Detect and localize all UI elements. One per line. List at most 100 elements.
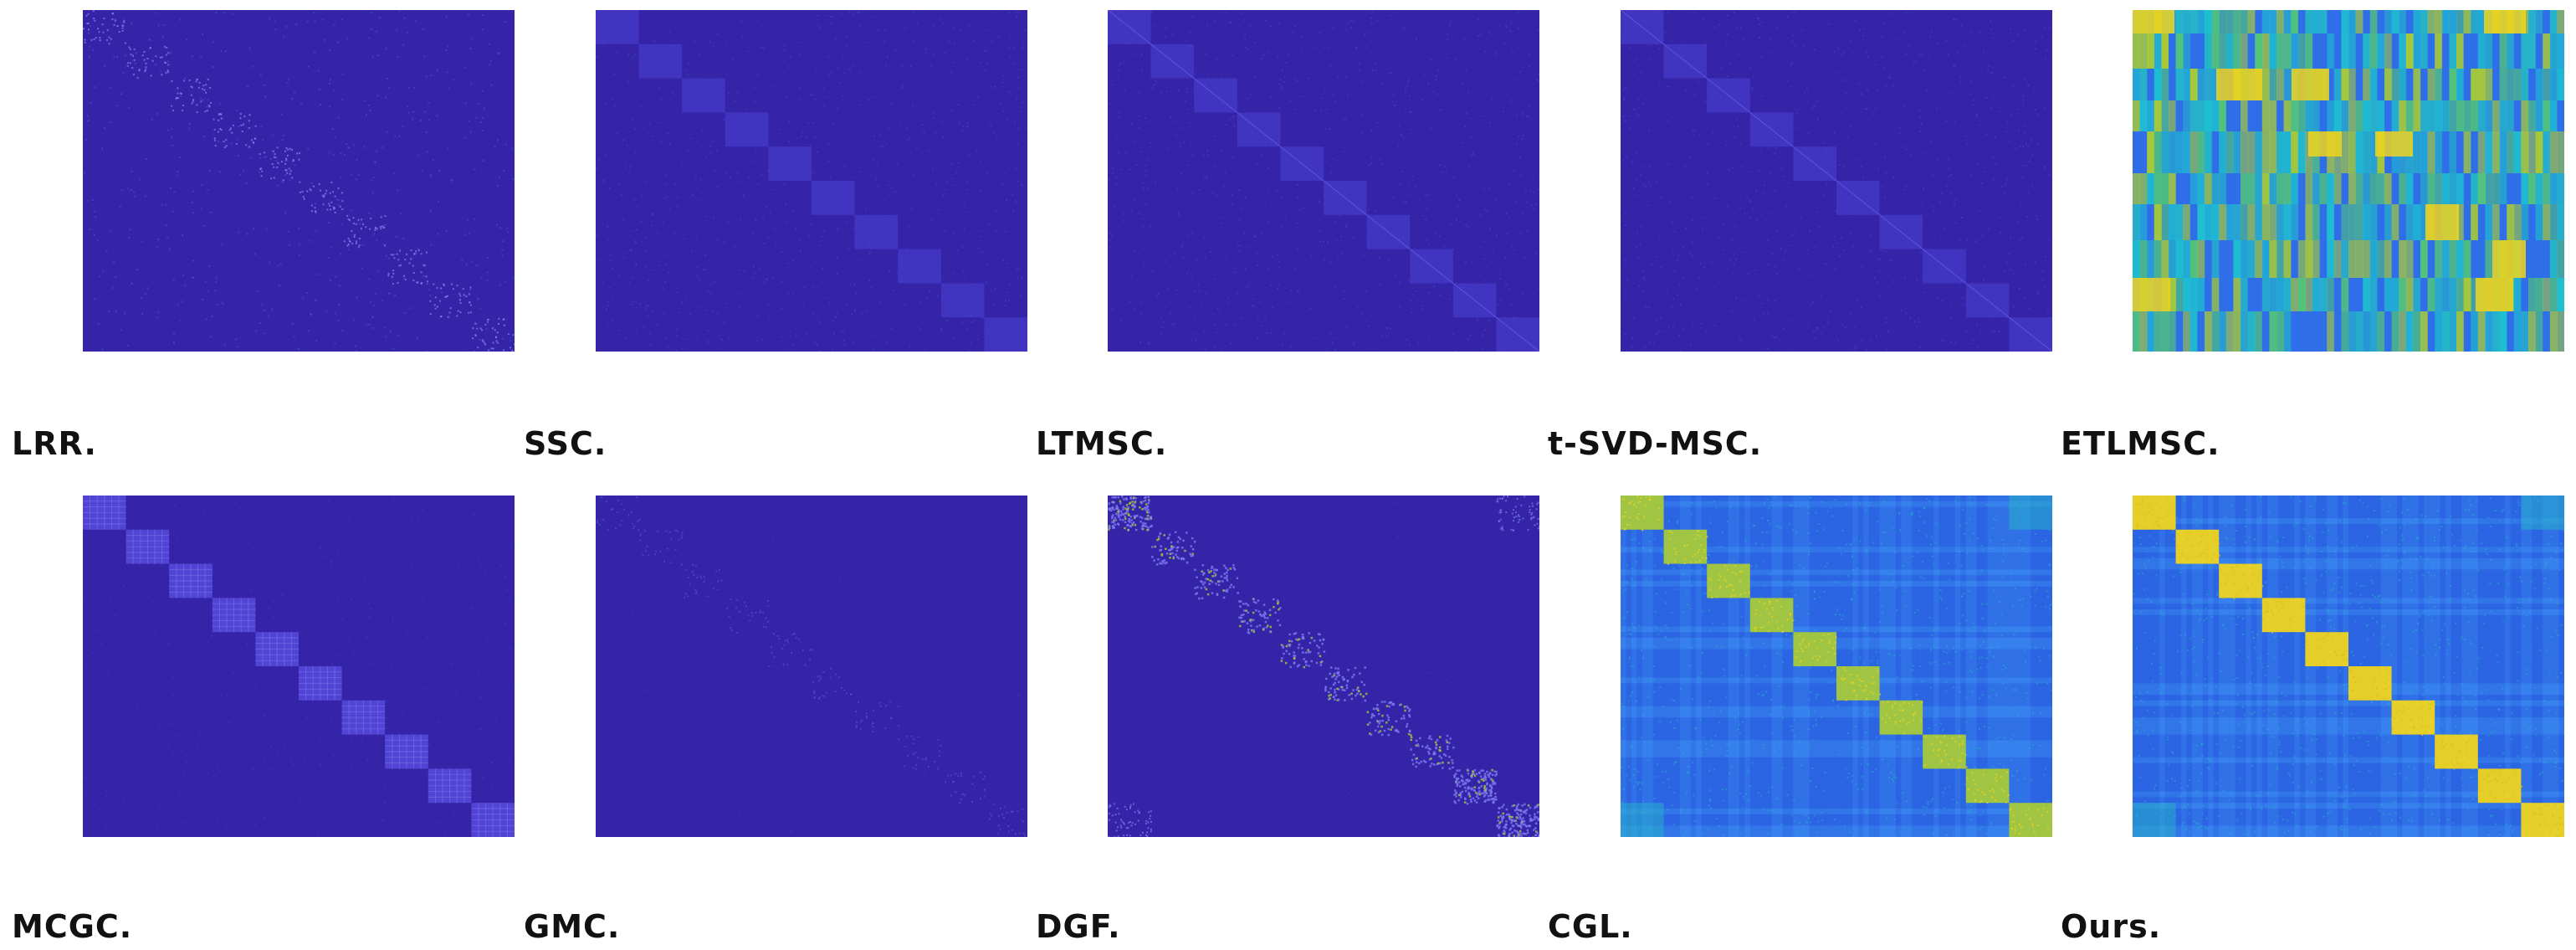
noise-speck: [1253, 306, 1256, 308]
diag-speck: [792, 634, 795, 636]
stripe-cell: [2528, 173, 2537, 204]
caption-tsvd-msc: t-SVD-MSC.: [1548, 425, 1763, 462]
noise-speck: [651, 213, 653, 216]
stripe-cell: [2269, 131, 2277, 173]
stripe-cell: [2291, 278, 2299, 311]
noise-speck: [1238, 189, 1241, 192]
noise-speck: [1811, 108, 1814, 110]
noise-speck: [486, 639, 489, 641]
noise-speck: [1163, 643, 1165, 645]
diag-speck: [245, 144, 248, 146]
noise-speck: [1225, 123, 1227, 126]
noise-speck: [1214, 278, 1216, 280]
noise-speck: [1022, 739, 1024, 742]
noise-speck: [1275, 189, 1278, 192]
diag-speck: [950, 774, 952, 777]
noise-speck: [607, 239, 610, 242]
noise-speck: [156, 112, 159, 115]
noise-speck: [1025, 126, 1027, 129]
stripe-cell: [2499, 173, 2507, 204]
diag-speck: [204, 110, 207, 113]
noise-speck: [337, 41, 340, 44]
noise-speck: [1744, 213, 1746, 215]
noise-speck: [1142, 182, 1145, 184]
diag-speck: [782, 662, 785, 665]
stripe-cell: [2456, 69, 2465, 100]
noise-speck: [649, 344, 652, 347]
diag-speck: [754, 612, 756, 614]
noise-speck: [1672, 325, 1675, 327]
stripe-cell: [2543, 131, 2551, 173]
diag-speck: [240, 124, 243, 126]
noise-speck: [1840, 79, 1842, 81]
noise-speck: [1172, 120, 1175, 122]
noise-speck: [1191, 510, 1193, 512]
diag-speck: [924, 757, 927, 759]
stripe-cell: [2391, 69, 2399, 100]
noise-speck: [814, 815, 817, 818]
noise-speck: [2047, 239, 2050, 241]
noise-speck: [1622, 159, 1625, 162]
noise-speck: [1759, 37, 1761, 39]
noise-speck: [200, 208, 202, 210]
noise-speck: [1297, 247, 1299, 249]
noise-speck: [1186, 164, 1189, 167]
noise-speck: [1342, 118, 1344, 121]
noise-speck: [106, 727, 109, 729]
diag-speck: [356, 240, 358, 243]
diag-speck: [486, 321, 489, 323]
diag-speck: [1132, 505, 1135, 507]
diag-speck: [315, 210, 317, 213]
stripe-cell: [2211, 278, 2220, 311]
noise-speck: [1417, 342, 1420, 345]
diag-speck: [656, 530, 658, 532]
noise-speck: [1109, 231, 1111, 234]
noise-speck: [1119, 63, 1122, 65]
noise-speck: [181, 776, 183, 778]
noise-speck: [1517, 503, 1519, 506]
noise-speck: [1636, 178, 1638, 181]
noise-speck: [1227, 296, 1230, 299]
stripe-cell: [2189, 131, 2198, 173]
noise-speck: [458, 298, 461, 300]
stripe-cell: [2513, 278, 2522, 311]
diag-speck: [1176, 541, 1180, 543]
noise-speck: [372, 233, 375, 235]
noise-speck: [1447, 502, 1450, 505]
noise-speck: [1278, 83, 1281, 85]
noise-speck: [836, 311, 838, 314]
noise-speck: [510, 340, 512, 342]
noise-speck: [1324, 531, 1326, 534]
noise-speck: [1152, 270, 1155, 273]
noise-speck: [1261, 57, 1263, 59]
noise-speck: [1117, 151, 1119, 154]
stripe-cell: [2485, 173, 2493, 204]
noise-speck: [1182, 256, 1185, 259]
noise-speck: [775, 244, 777, 247]
noise-speck: [880, 557, 883, 560]
noise-speck: [1740, 340, 1743, 342]
noise-speck: [1815, 336, 1817, 339]
noise-speck: [946, 320, 949, 322]
noise-speck: [287, 230, 289, 233]
noise-speck: [149, 39, 151, 41]
noise-speck: [1385, 556, 1387, 558]
diag-speck: [502, 349, 504, 352]
diag-speck: [703, 576, 705, 578]
noise-speck: [1133, 250, 1135, 253]
noise-speck: [958, 828, 960, 830]
noise-speck: [1803, 44, 1805, 46]
noise-speck: [921, 193, 924, 196]
stripe-cell: [2549, 10, 2558, 33]
diag-speck: [1172, 556, 1175, 558]
noise-speck: [1407, 182, 1410, 184]
noise-speck: [687, 63, 689, 65]
noise-speck: [981, 251, 984, 254]
noise-speck: [1855, 351, 1857, 352]
noise-speck: [1477, 34, 1479, 37]
diag-speck: [1108, 528, 1110, 531]
stripe-cell: [2175, 33, 2184, 69]
stripe-cell: [2241, 311, 2249, 352]
noise-speck: [795, 136, 797, 139]
noise-speck: [675, 656, 678, 659]
